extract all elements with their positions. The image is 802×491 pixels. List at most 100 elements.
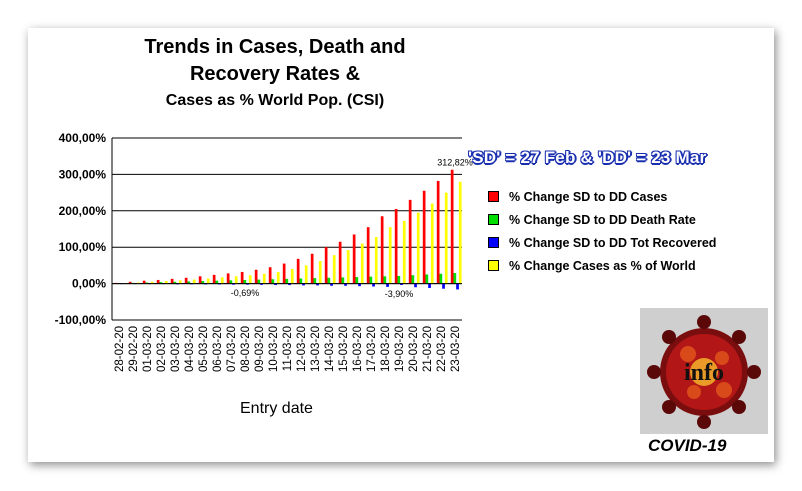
data-label: 312,82% xyxy=(437,158,473,168)
bar xyxy=(344,283,347,286)
legend-label-recovered: % Change SD to DD Tot Recovered xyxy=(509,235,717,250)
bar xyxy=(411,275,415,284)
x-tick-label: 01-03-20 xyxy=(142,326,154,372)
bar xyxy=(159,282,163,284)
bar xyxy=(318,261,322,284)
bar xyxy=(240,271,244,284)
y-tick-label: 0,00% xyxy=(72,277,106,291)
logo-caption: COVID-19 xyxy=(648,436,727,455)
bar xyxy=(316,283,319,286)
bar xyxy=(425,274,429,284)
bar xyxy=(136,282,140,284)
bar xyxy=(268,267,272,284)
bar xyxy=(456,283,459,290)
bar xyxy=(232,283,235,285)
x-tick-label: 11-03-20 xyxy=(282,326,294,371)
bar xyxy=(428,283,431,288)
bar xyxy=(352,234,356,284)
bar xyxy=(142,280,146,284)
y-tick-label: 400,00% xyxy=(59,131,107,145)
x-axis-title: Entry date xyxy=(240,400,313,417)
bar xyxy=(414,283,417,288)
x-tick-label: 23-03-20 xyxy=(450,326,462,372)
x-tick-label: 09-03-20 xyxy=(254,326,266,372)
bar xyxy=(156,279,160,284)
legend-item-cases: % Change SD to DD Cases xyxy=(488,185,716,208)
bar xyxy=(324,247,328,284)
bar xyxy=(192,279,196,284)
legend-swatch-recovered xyxy=(488,237,499,248)
x-tick-label: 19-03-20 xyxy=(394,326,406,372)
legend-item-recovered: % Change SD to DD Tot Recovered xyxy=(488,231,716,254)
legend-swatch-death-rate xyxy=(488,214,499,225)
bar xyxy=(296,258,300,284)
bar xyxy=(282,263,286,284)
bar xyxy=(374,237,378,284)
bar xyxy=(198,276,202,284)
bar xyxy=(276,271,280,284)
bar xyxy=(178,280,182,284)
bar xyxy=(366,227,370,284)
bar xyxy=(304,265,308,284)
bar xyxy=(358,283,361,287)
y-tick-label: 300,00% xyxy=(59,167,107,181)
bar xyxy=(346,250,350,284)
legend-item-death-rate: % Change SD to DD Death Rate xyxy=(488,208,716,231)
bar xyxy=(327,277,331,284)
bar xyxy=(341,277,345,284)
bar xyxy=(184,277,188,284)
logo-text: info xyxy=(684,360,724,386)
bar xyxy=(173,281,177,284)
x-tick-label: 07-03-20 xyxy=(226,326,238,372)
bar xyxy=(332,255,336,284)
date-range-label: 'SD' = 27 Feb & 'DD' = 23 Mar xyxy=(468,148,707,167)
bar xyxy=(439,273,443,284)
x-tick-label: 21-03-20 xyxy=(422,326,434,372)
y-tick-label: -100,00% xyxy=(55,313,107,327)
bar xyxy=(262,273,266,284)
bar xyxy=(388,227,392,284)
bar xyxy=(201,281,205,284)
x-tick-label: 05-03-20 xyxy=(198,326,210,372)
x-tick-label: 20-03-20 xyxy=(408,326,420,372)
bar xyxy=(187,281,191,284)
data-label: -0,69% xyxy=(231,288,260,298)
bar xyxy=(394,208,398,284)
bar xyxy=(372,283,375,287)
bar xyxy=(338,241,342,284)
bar xyxy=(229,280,233,284)
x-tick-label: 18-03-20 xyxy=(380,326,392,372)
x-tick-label: 14-03-20 xyxy=(324,326,336,372)
bar xyxy=(299,278,303,284)
x-tick-label: 12-03-20 xyxy=(296,326,308,372)
bar xyxy=(248,275,252,284)
legend-label-world-pct: % Change Cases as % of World xyxy=(509,258,696,273)
bar xyxy=(226,273,230,284)
x-tick-label: 13-03-20 xyxy=(310,326,322,372)
bar xyxy=(355,277,359,284)
virus-icon: info xyxy=(640,308,768,434)
legend: % Change SD to DD Cases % Change SD to D… xyxy=(488,185,716,277)
bar xyxy=(453,273,457,284)
x-tick-label: 03-03-20 xyxy=(170,326,182,372)
bar xyxy=(234,276,238,284)
legend-item-world-pct: % Change Cases as % of World xyxy=(488,254,716,277)
bar xyxy=(408,199,412,284)
bar xyxy=(254,269,258,284)
x-tick-label: 08-03-20 xyxy=(240,326,252,372)
legend-label-death-rate: % Change SD to DD Death Rate xyxy=(509,212,696,227)
bar xyxy=(442,283,445,289)
bar xyxy=(257,279,261,284)
y-tick-label: 200,00% xyxy=(59,204,107,218)
bar xyxy=(444,192,448,284)
chart-title-line2: Recovery Rates & xyxy=(189,63,361,85)
bar xyxy=(330,283,333,286)
bar xyxy=(128,281,132,284)
x-tick-label: 16-03-20 xyxy=(352,326,364,372)
x-tick-label: 06-03-20 xyxy=(212,326,224,372)
bar xyxy=(436,180,440,284)
x-tick-label: 02-03-20 xyxy=(156,326,168,372)
bar xyxy=(360,243,364,284)
bar xyxy=(383,276,387,284)
